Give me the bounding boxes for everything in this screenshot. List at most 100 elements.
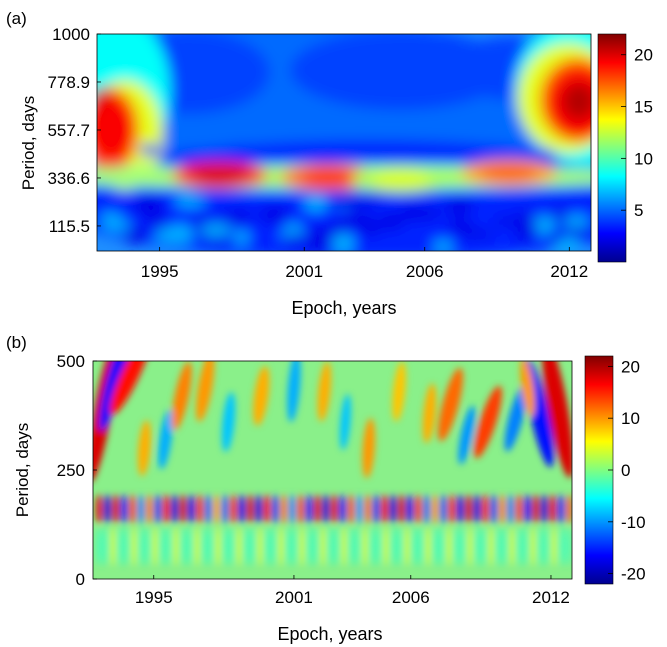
power-speckle: [102, 220, 132, 231]
power-speckle: [360, 218, 382, 237]
power-speckle: [230, 144, 250, 156]
wave-small: [481, 526, 487, 567]
panel-b-colorbar: 20 10 0 -10 -20: [584, 355, 646, 585]
wave-small: [432, 526, 438, 567]
wave-oscillation: [289, 494, 296, 525]
wave-streak: [392, 361, 406, 422]
panel-a-x-tick-label: 1995: [141, 262, 179, 281]
wave-oscillation: [263, 494, 271, 525]
panel-a-label: (a): [6, 9, 27, 28]
power-speckle: [564, 215, 589, 229]
wave-small: [110, 526, 116, 567]
wave-small: [173, 526, 179, 567]
wave-small: [250, 526, 256, 567]
power-speckle: [177, 193, 193, 207]
panel-b-x-tick-label: 2006: [392, 588, 430, 607]
wave-oscillation: [541, 494, 548, 525]
wave-small: [229, 526, 235, 567]
wave-oscillation: [163, 494, 170, 525]
wave-oscillation: [221, 494, 229, 525]
wave-oscillation: [179, 494, 187, 525]
wave-oscillation: [381, 494, 388, 525]
wave-streak: [171, 361, 192, 431]
power-band-peak: [298, 168, 359, 187]
wave-oscillation: [566, 494, 572, 525]
wave-small: [306, 526, 312, 567]
wave-small: [103, 526, 109, 567]
wave-small: [376, 526, 382, 567]
wave-oscillation: [406, 494, 413, 525]
wave-oscillation: [524, 494, 531, 525]
wave-small: [537, 526, 543, 567]
wave-small: [292, 526, 298, 567]
wave-oscillation: [112, 494, 120, 525]
wave-oscillation: [196, 494, 203, 525]
wave-small: [474, 526, 480, 567]
wave-small: [558, 526, 564, 567]
wave-oscillation: [482, 494, 489, 525]
panel-b-colorbar-tick-label: 20: [621, 357, 640, 376]
wave-small: [264, 526, 270, 567]
wave-small: [446, 526, 452, 567]
panel-a-plot: [96, 33, 592, 252]
wave-small: [565, 526, 571, 567]
power-band-peak: [189, 166, 250, 185]
power-speckle: [490, 144, 510, 156]
power-speckle: [305, 227, 337, 244]
wave-small: [509, 526, 515, 567]
wave-oscillation: [314, 494, 321, 525]
wave-small: [355, 526, 361, 567]
wave-small: [180, 526, 186, 567]
wave-streak: [437, 367, 464, 442]
power-speckle: [290, 144, 310, 156]
panel-a-y-tick-label: 336.6: [47, 169, 90, 188]
wave-oscillation: [104, 494, 111, 525]
power-speckle: [360, 146, 380, 158]
wave-oscillation: [356, 494, 363, 525]
wave-streak: [221, 392, 236, 452]
power-band-peak: [370, 170, 431, 189]
wave-small: [453, 526, 459, 567]
panel-a-axes: 1995 2001 2006 2012 115.5 336.6 557.7 778.9 1000: [47, 25, 588, 281]
power-speckle: [284, 233, 305, 247]
wave-oscillation: [322, 494, 329, 525]
wave-small: [369, 526, 375, 567]
power-speckle: [258, 207, 290, 224]
panel-a-x-axis-label: Epoch, years: [291, 298, 396, 318]
wave-small: [467, 526, 473, 567]
wave-streak: [195, 361, 215, 422]
panel-a-x-tick-label: 2012: [550, 262, 588, 281]
wave-small: [299, 526, 305, 567]
wave-small: [152, 526, 158, 567]
wave-oscillation: [457, 494, 464, 525]
wave-small: [201, 526, 207, 567]
power-speckle: [180, 149, 200, 161]
wave-small: [348, 526, 354, 567]
wave-oscillation: [347, 494, 355, 525]
wave-streak: [253, 366, 270, 426]
panel-a-colorbar-tick-label: 15: [634, 98, 653, 117]
wave-oscillation: [339, 494, 346, 525]
power-speckle: [146, 215, 168, 224]
wave-oscillation: [280, 494, 287, 525]
wave-small: [243, 526, 249, 567]
wave-oscillation: [230, 494, 237, 525]
wave-oscillation: [557, 494, 565, 525]
panel-a-x-tick-label: 2006: [406, 262, 444, 281]
wave-small: [208, 526, 214, 567]
power-region: [290, 34, 510, 110]
panel-b-colorbar-tick-label: 10: [621, 409, 640, 428]
panel-b-x-tick-label: 1995: [135, 588, 173, 607]
wave-oscillation: [247, 494, 254, 525]
panel-a-y-axis-label: Period, days: [19, 96, 38, 191]
wave-streak: [339, 394, 351, 450]
power-peak: [97, 99, 134, 160]
wave-oscillation: [398, 494, 405, 525]
wave-streak: [317, 361, 332, 422]
panel-a-colorbar: 5 10 15 20: [597, 33, 653, 263]
wave-small: [187, 526, 193, 567]
power-speckle: [495, 216, 514, 228]
power-speckle: [379, 211, 404, 231]
wave-small: [271, 526, 277, 567]
